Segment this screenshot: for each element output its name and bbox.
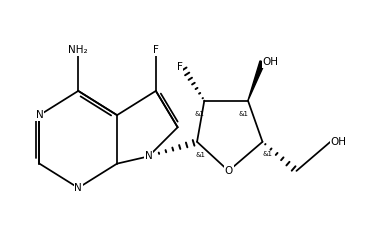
Polygon shape bbox=[248, 61, 265, 101]
Text: &1: &1 bbox=[196, 152, 206, 158]
Text: OH: OH bbox=[262, 57, 278, 67]
Text: F: F bbox=[177, 62, 182, 72]
Text: NH₂: NH₂ bbox=[69, 45, 88, 55]
Text: N: N bbox=[74, 183, 82, 193]
Text: F: F bbox=[153, 45, 159, 55]
Text: &1: &1 bbox=[262, 151, 272, 157]
Text: &1: &1 bbox=[195, 111, 204, 117]
Text: &1: &1 bbox=[238, 111, 248, 117]
Text: N: N bbox=[36, 110, 43, 120]
Text: OH: OH bbox=[330, 137, 346, 147]
Text: N: N bbox=[145, 151, 153, 161]
Text: O: O bbox=[224, 166, 233, 176]
